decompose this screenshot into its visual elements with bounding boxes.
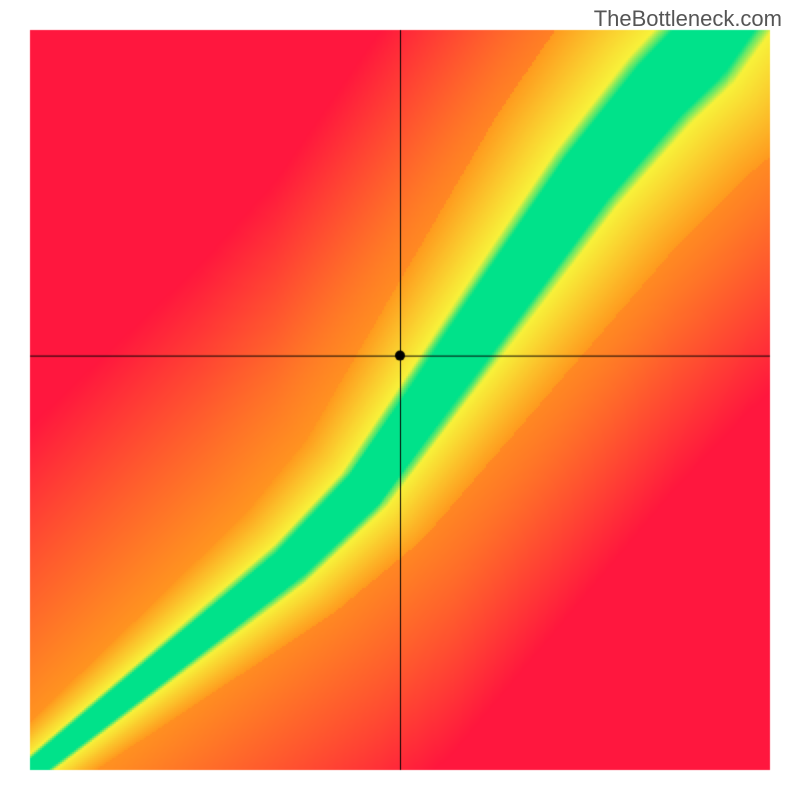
watermark-text: TheBottleneck.com [594, 6, 782, 32]
heatmap-canvas [0, 0, 800, 800]
